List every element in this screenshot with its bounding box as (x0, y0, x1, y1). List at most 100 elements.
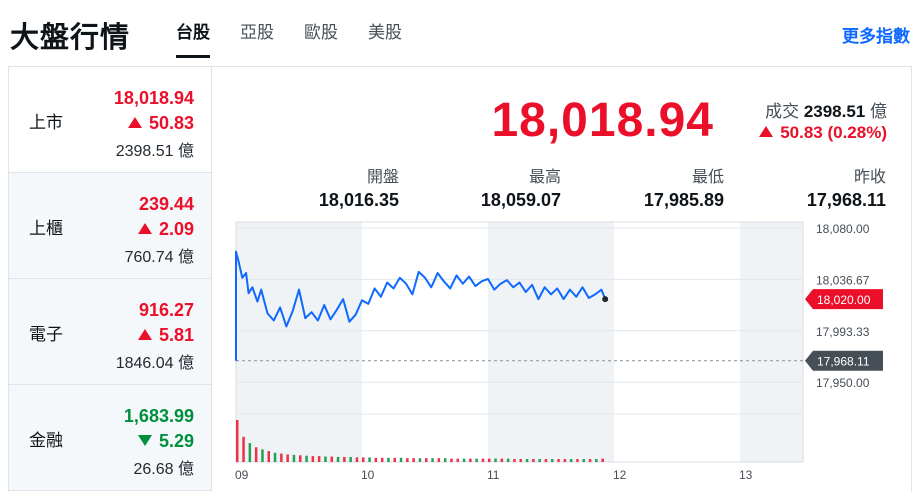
market-item-finance[interactable]: 金融 1,683.99 5.29 26.68 億 (9, 385, 212, 491)
volume-bar (362, 457, 365, 462)
index-price: 18,018.94 (491, 94, 714, 147)
stat-value: 17,968.11 (806, 190, 886, 210)
tab-us[interactable]: 美股 (368, 23, 402, 42)
volume-bar (513, 459, 516, 462)
stat-label: 最高 (528, 169, 561, 186)
y-tick-label: 18,036.67 (816, 273, 870, 287)
up-triangle-icon (137, 223, 152, 234)
volume-bar (418, 458, 422, 462)
stat-open: 開盤 18,016.35 (239, 163, 399, 211)
y-tick-label: 17,993.33 (816, 325, 870, 339)
market-item-otc[interactable]: 上櫃 239.44 2.09 760.74 億 (9, 173, 212, 279)
volume-bar (355, 457, 359, 462)
stat-label: 最低 (691, 169, 724, 186)
volume-bar (475, 458, 478, 462)
volume-bar (525, 459, 529, 462)
y-tick-label: 18,080.00 (816, 222, 870, 236)
volume-bar (336, 456, 340, 462)
page-title: 大盤行情 (10, 22, 131, 54)
market-volume: 760.74 億 (124, 249, 194, 266)
stat-high: 最高 18,059.07 (401, 163, 561, 211)
volume-bar (305, 455, 308, 462)
market-item-listed[interactable]: 上市 18,018.94 50.83 2398.51 億 (9, 67, 212, 173)
volume-bar (248, 443, 252, 462)
x-tick-label: 11 (487, 468, 500, 482)
volume-bar (311, 456, 315, 462)
volume-bar (286, 454, 289, 462)
market-name: 金融 (29, 431, 63, 450)
index-detail-panel: 18,018.94 成交 2398.51 億 50.83 (0.28%) 開盤 … (211, 66, 912, 492)
market-volume: 2398.51 億 (115, 143, 194, 160)
volume-bar (551, 459, 554, 462)
up-triangle-icon (137, 329, 152, 340)
volume-bar (380, 457, 384, 462)
volume-bar (462, 458, 466, 462)
volume-bar (601, 458, 604, 462)
volume-bar (563, 459, 567, 462)
market-list: 上市 18,018.94 50.83 2398.51 億 上櫃 239.44 2… (8, 66, 212, 492)
market-item-electronics[interactable]: 電子 916.27 5.81 1846.04 億 (9, 279, 212, 385)
turnover-unit: 億 (870, 102, 887, 121)
volume-bar (406, 458, 409, 462)
market-volume: 26.68 億 (133, 461, 195, 478)
volume-bar (456, 458, 459, 462)
volume-bar (324, 456, 327, 462)
volume-bar (343, 456, 346, 462)
volume-bar (544, 459, 548, 462)
volume-bar (443, 458, 447, 462)
market-change: 5.29 (137, 431, 194, 452)
x-tick-label: 10 (361, 468, 375, 482)
volume-bar (267, 451, 270, 462)
volume-bar (254, 447, 258, 462)
hour-shade-band (488, 222, 614, 462)
market-name: 上市 (29, 113, 63, 132)
tab-europe[interactable]: 歐股 (304, 23, 338, 42)
volume-bar (273, 452, 277, 462)
down-triangle-icon (137, 435, 152, 446)
volume-bar (431, 458, 434, 462)
volume-bar (412, 458, 415, 462)
volume-bar (500, 458, 504, 462)
hour-shade-band (740, 222, 803, 462)
volume-bar (481, 458, 485, 462)
stat-value: 17,985.89 (643, 190, 724, 210)
volume-bar (317, 456, 321, 462)
price-line (235, 250, 607, 361)
more-indices-link[interactable]: 更多指數 (842, 27, 910, 46)
volume-bar (576, 459, 579, 462)
volume-bar (280, 453, 283, 462)
last-price-dot (602, 296, 609, 303)
volume-bar (532, 459, 535, 462)
stat-value: 18,016.35 (318, 190, 399, 210)
up-triangle-icon (127, 117, 142, 128)
market-price: 239.44 (138, 194, 194, 214)
volume-bar (437, 458, 441, 462)
market-price: 18,018.94 (113, 88, 194, 108)
x-tick-label: 09 (235, 468, 249, 482)
volume-bar (368, 457, 371, 462)
volume-bar (469, 458, 472, 462)
volume-bar (242, 436, 245, 462)
turnover: 成交 2398.51 億 (765, 97, 887, 122)
x-tick-label: 13 (739, 468, 753, 482)
current-price-badge (805, 289, 883, 310)
volume-bar (519, 459, 522, 462)
tab-asia[interactable]: 亞股 (240, 23, 274, 42)
volume-bar (557, 459, 560, 462)
volume-bar (292, 454, 296, 462)
stat-label: 開盤 (366, 169, 399, 186)
volume-bar (387, 457, 390, 462)
volume-bar (425, 458, 428, 462)
volume-bar (588, 459, 592, 462)
volume-bar (538, 459, 541, 462)
turnover-label: 成交 (765, 102, 800, 121)
index-change: 50.83 (0.28%) (759, 123, 887, 143)
volume-bar (374, 457, 378, 462)
stat-prev-close: 昨收 17,968.11 (726, 163, 886, 211)
tab-taiwan[interactable]: 台股 (176, 18, 210, 58)
volume-bar (569, 459, 573, 462)
volume-bar (450, 458, 453, 462)
stat-label: 昨收 (853, 169, 886, 186)
volume-bar (349, 456, 352, 462)
